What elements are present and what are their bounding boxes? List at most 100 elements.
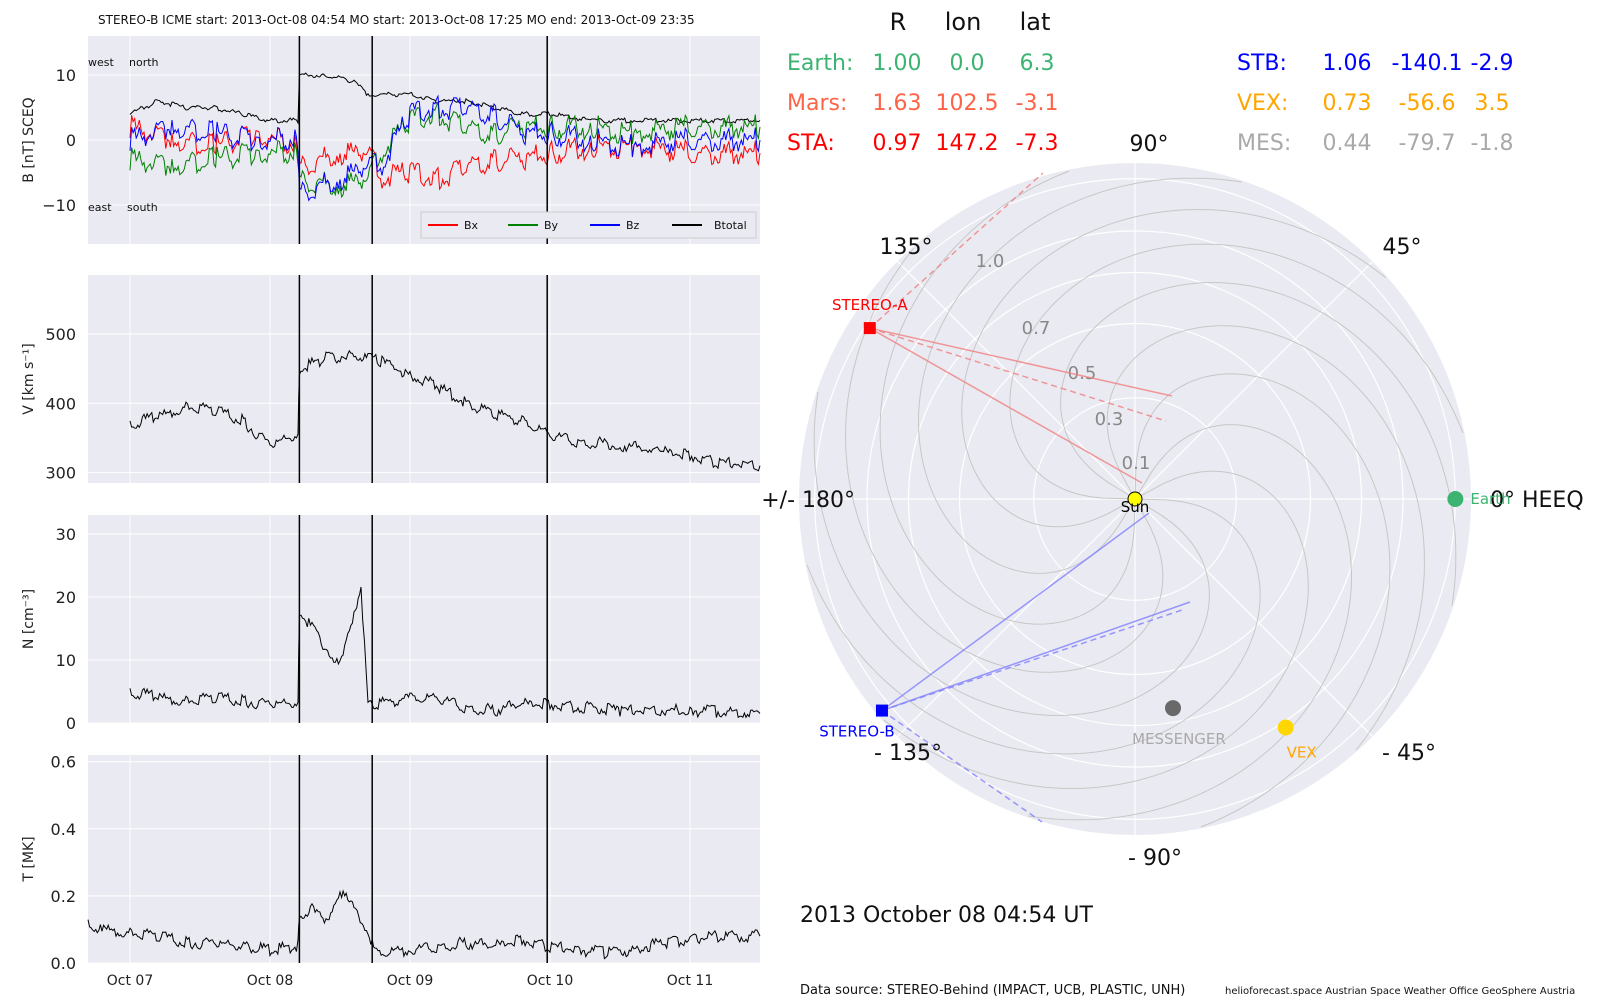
figure-header: STEREO-B ICME start: 2013-Oct-08 04:54 M…: [98, 13, 695, 27]
table-cell: 1.06: [1323, 51, 1372, 76]
table-cell: 3.5: [1475, 91, 1510, 116]
planet-stereo-b: STEREO-B: [819, 704, 895, 741]
spiral-line: [806, 498, 1261, 755]
angular-gridline: [896, 498, 1136, 738]
stb-dashed-line: [881, 608, 1186, 712]
angle-label: 90°: [1130, 132, 1169, 157]
spiral-line: [813, 392, 1210, 716]
stb-fov-line: [881, 601, 1191, 712]
table-cell: 0.97: [873, 131, 922, 156]
y-tick-label: −10: [42, 196, 76, 215]
table-row: STA: 0.97 147.2 -7.3: [787, 131, 1058, 156]
sta-dashed-line: [869, 327, 1167, 422]
radial-label: 0.7: [1022, 318, 1051, 339]
y-tick-label: 0: [66, 714, 76, 733]
y-tick-label: 300: [45, 464, 76, 483]
spiral-line: [1134, 373, 1391, 828]
y-tick-label: 0.2: [51, 887, 76, 906]
y-tick-label: 400: [45, 394, 76, 413]
planet-marker: [1447, 491, 1464, 507]
spiral-line: [1028, 424, 1352, 821]
table-cell: 147.2: [936, 131, 999, 156]
table-cell: 0.0: [950, 51, 985, 76]
angle-label: 0° HEEQ: [1490, 488, 1584, 513]
angle-label: - 45°: [1382, 741, 1436, 766]
planet-label: MESSENGER: [1132, 730, 1226, 748]
panel-4: 0.6 0.4 0.2 0.0 T [MK]: [21, 753, 761, 973]
planet-label: VEX: [1287, 744, 1317, 762]
spiral-line: [845, 247, 1164, 673]
series-t: [87, 889, 761, 960]
table-cell: 0.44: [1323, 131, 1372, 156]
y-tick-label: 30: [56, 525, 76, 544]
series-bx: [129, 115, 761, 191]
spiral-line: [961, 209, 1387, 528]
legend-entry: Bx: [464, 219, 479, 232]
y-tick-label: 10: [56, 651, 76, 670]
parker-spirals: [806, 170, 1464, 828]
sta-fov-line: [869, 327, 1173, 397]
angular-gridline: [896, 260, 1136, 500]
angle-label: - 135°: [874, 741, 942, 766]
table-cell: -2.9: [1471, 51, 1514, 76]
table-row-name: MES:: [1237, 131, 1291, 156]
spiral-line: [1060, 282, 1457, 606]
table-cell: -3.1: [1016, 91, 1059, 116]
panel-background: [88, 755, 760, 963]
y-axis-label: B [nT] SCEQ: [21, 97, 37, 182]
y-tick-label: 500: [45, 325, 76, 344]
table-cell: -56.6: [1399, 91, 1456, 116]
polar-plot: 1.0 0.7 0.5 0.3 0.1 90° 45° 0° HEEQ - 45° - 90° - …: [761, 132, 1583, 871]
table-row: VEX: 0.73 -56.6 3.5: [1237, 91, 1510, 116]
series-n: [129, 586, 761, 719]
planet-vex: VEX: [1277, 719, 1317, 762]
y-tick-label: 20: [56, 588, 76, 607]
planet-marker: [1164, 700, 1181, 717]
table-cell: 102.5: [936, 91, 999, 116]
series-v: [129, 349, 761, 472]
table-row-name: STA:: [787, 131, 835, 156]
x-tick-label: Oct 11: [667, 973, 713, 989]
panel-background: [88, 275, 760, 483]
series-by: [129, 100, 761, 199]
series-bz: [129, 94, 761, 202]
sta-fov-line: [869, 327, 1143, 484]
angle-label: 45°: [1383, 235, 1422, 260]
planet-messenger: MESSENGER: [1132, 700, 1226, 748]
x-tick-label: Oct 08: [247, 973, 293, 989]
angle-label: +/- 180°: [761, 488, 855, 513]
angular-gridline: [1134, 498, 1374, 738]
annotation-east: east: [88, 201, 112, 214]
planet-marker: [863, 322, 876, 335]
legend-entry: Btotal: [714, 219, 747, 232]
stb-dashed-line: [881, 709, 1043, 823]
legend-entry: Bz: [626, 219, 640, 232]
legend: Bx By Bz Btotal: [420, 211, 757, 239]
spiral-line: [1106, 325, 1425, 751]
angle-label: - 90°: [1128, 846, 1182, 871]
planet-label: Earth: [1470, 490, 1510, 508]
table-cell: 1.00: [873, 51, 922, 76]
panel-3: 30 20 10 0 N [cm⁻³]: [21, 515, 761, 733]
radial-label: 0.5: [1068, 363, 1097, 384]
planet-marker: [1277, 719, 1294, 736]
stb-fov-line: [881, 512, 1150, 712]
legend-entry: By: [544, 219, 559, 232]
table-cell: 6.3: [1020, 51, 1055, 76]
footer-credits: helioforecast.space Austrian Space Weath…: [1225, 986, 1575, 997]
planet-label: Sun: [1121, 498, 1150, 516]
planet-marker: [875, 704, 888, 717]
table-row-name: Earth:: [787, 51, 853, 76]
angle-label: 135°: [880, 235, 933, 260]
planet-stereo-a: STEREO-A: [832, 296, 908, 335]
table-row-name: VEX:: [1237, 91, 1288, 116]
planet-sun: Sun: [1121, 491, 1150, 516]
table-row-name: STB:: [1237, 51, 1287, 76]
polar-title: 2013 October 08 04:54 UT: [800, 903, 1094, 928]
table-header: R: [890, 8, 907, 36]
table-cell: -140.1: [1392, 51, 1463, 76]
angular-gridline: [1134, 260, 1374, 500]
y-axis-label: T [MK]: [21, 836, 37, 882]
